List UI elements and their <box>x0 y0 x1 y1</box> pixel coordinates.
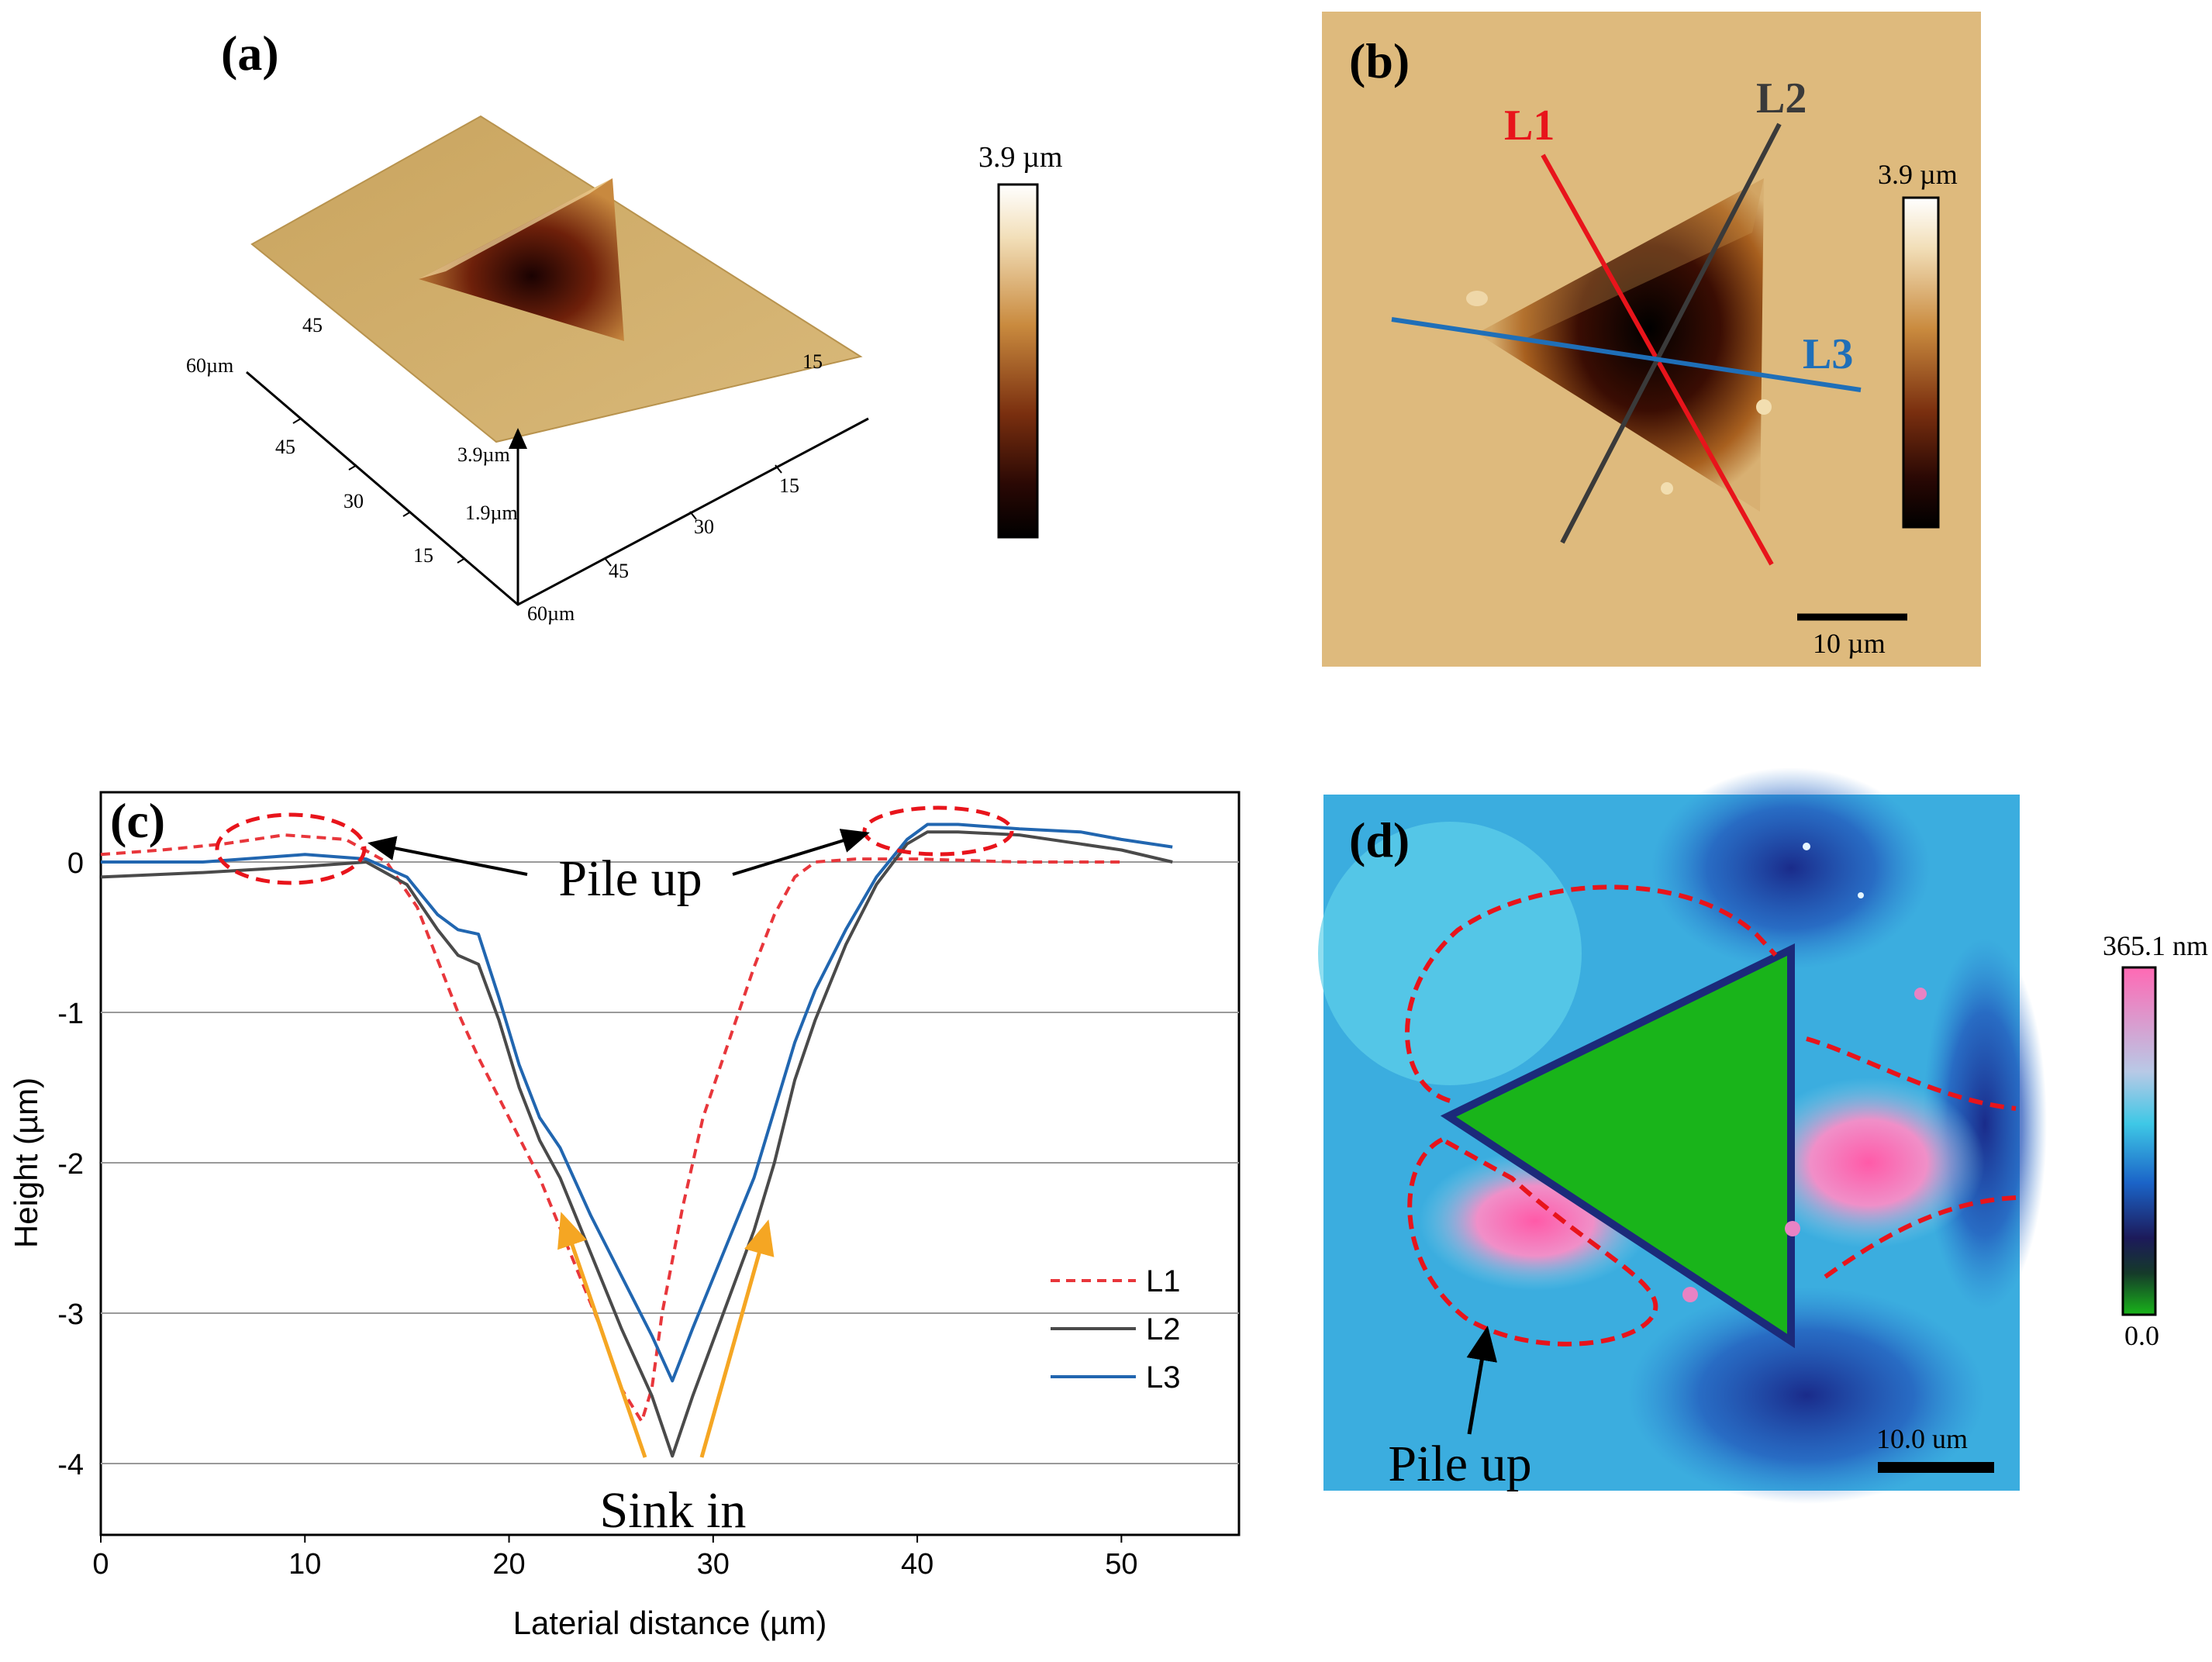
b-label-l3: L3 <box>1803 330 1853 378</box>
a-corner-left-label: 60µm <box>186 354 233 377</box>
panel-a-label: (a) <box>221 26 279 81</box>
a-colorbar <box>997 183 1039 539</box>
c-panel-label: (c) <box>110 793 165 848</box>
a-corner-bottom-label: 60µm <box>527 602 575 625</box>
c-legend: L1 L2 L3 <box>1051 1264 1181 1395</box>
c-y-axis-label: Height (µm) <box>8 1078 44 1248</box>
c-xtick-label: 0 <box>92 1548 109 1581</box>
b-scale-label: 10 µm <box>1813 628 1886 659</box>
c-series-l2 <box>100 830 1173 1458</box>
a-left-30: 30 <box>343 490 364 512</box>
panel-c-chart: 0 -1 -2 -3 -4 0 10 20 30 40 50 (c) Laterial distan… <box>8 791 1241 1641</box>
a-z-mid-label: 1.9µm <box>465 502 518 524</box>
c-series-l1 <box>100 833 1122 1423</box>
c-xtick-label: 50 <box>1105 1548 1137 1581</box>
b-label-l2: L2 <box>1756 74 1807 122</box>
c-x-axis-label: Laterial distance (µm) <box>513 1605 827 1641</box>
panel-a: (a) 60µm 60µm 3.9µm 1.9µm 45 15 <box>186 26 1062 625</box>
a-z-top-label: 3.9µm <box>457 443 510 466</box>
a-right-15: 15 <box>779 474 799 497</box>
a-left-45: 45 <box>275 436 295 458</box>
b-indent <box>1477 178 1764 512</box>
c-ytick-label: -1 <box>57 998 84 1030</box>
d-colorbar-min: 0.0 <box>2124 1320 2159 1351</box>
d-pileup-outline-left <box>1407 1136 1658 1346</box>
d-colorbar-max: 365.1 nm <box>2103 930 2208 961</box>
b-colorbar <box>1902 196 1940 529</box>
c-xtick-label: 20 <box>492 1548 525 1581</box>
afm-3d-indent <box>419 178 624 341</box>
c-sinkin-annotation: Sink in <box>600 1482 747 1539</box>
d-pileup-outline-top <box>1405 884 1778 1103</box>
c-legend-label-l3: L3 <box>1146 1360 1181 1395</box>
a-right-30: 30 <box>694 515 714 538</box>
d-colorbar <box>2121 966 2157 1316</box>
a-colorbar-max: 3.9 µm <box>978 141 1062 174</box>
d-indent-green <box>1440 943 1795 1349</box>
d-pileup-label: Pile up <box>1388 1436 1531 1492</box>
c-xtick-label: 10 <box>288 1548 321 1581</box>
panel-d: (d) Pile up 10.0 um 365.1 nm 0.0 <box>1318 767 2208 1504</box>
d-pink-right <box>1752 1078 1985 1248</box>
c-pileup-annotation: Pile up <box>558 850 702 907</box>
a-back-right-15: 15 <box>802 350 823 373</box>
c-legend-label-l1: L1 <box>1146 1264 1181 1298</box>
c-ytick-label: -2 <box>57 1148 84 1181</box>
b-colorbar-max: 3.9 µm <box>1878 159 1958 190</box>
c-legend-label-l2: L2 <box>1146 1312 1181 1346</box>
a-back-left-45: 45 <box>302 314 323 336</box>
c-ytick-label: -3 <box>57 1298 84 1331</box>
c-series-l3 <box>101 822 1173 1383</box>
d-pileup-outline-right <box>1806 1036 2017 1281</box>
b-line-l2 <box>1560 122 1782 544</box>
b-label-l1: L1 <box>1504 102 1555 150</box>
c-ytick-label: 0 <box>67 847 84 880</box>
c-ytick-label: -4 <box>57 1449 84 1481</box>
c-pileup-ellipse-left <box>215 812 367 885</box>
a-left-15: 15 <box>413 544 433 567</box>
c-xtick-label: 40 <box>901 1548 933 1581</box>
c-xtick-label: 30 <box>697 1548 730 1581</box>
panel-b: (b) L1 L2 L3 3.9 µm 10 µm <box>1322 12 1981 667</box>
b-line-l3 <box>1391 317 1862 392</box>
d-scale-label: 10.0 um <box>1876 1423 1968 1454</box>
panel-d-label: (d) <box>1349 812 1410 867</box>
a-right-45: 45 <box>609 560 629 582</box>
panel-b-label: (b) <box>1349 33 1410 88</box>
